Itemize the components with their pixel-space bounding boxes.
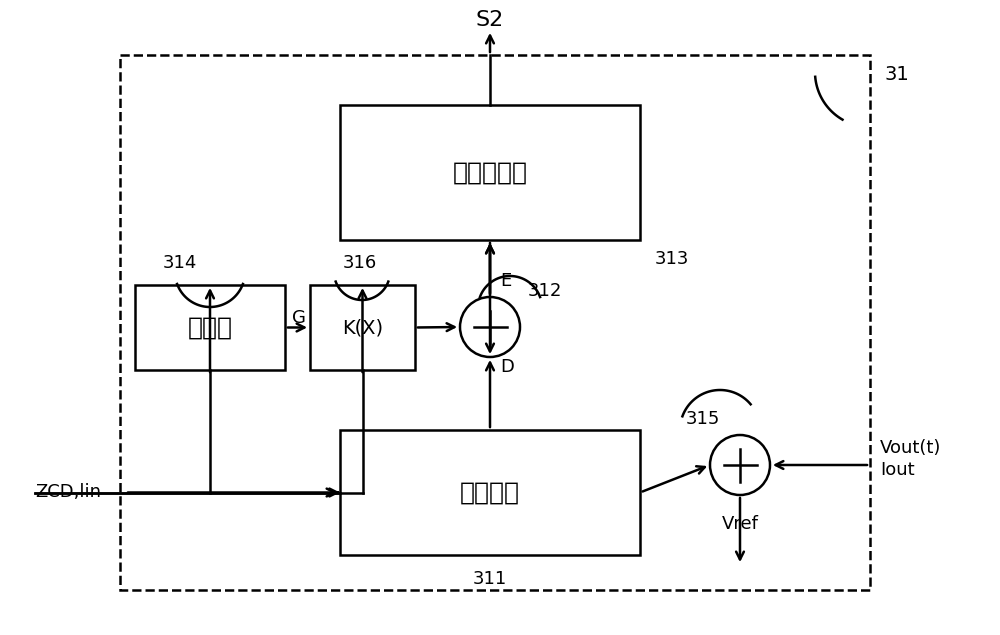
Text: 对照表: 对照表: [188, 316, 232, 340]
Text: 脉宽调变器: 脉宽调变器: [452, 161, 528, 185]
Text: 311: 311: [473, 570, 507, 588]
Bar: [340, 430, 640, 555]
Bar: [135, 285, 285, 370]
Text: 31: 31: [885, 65, 910, 84]
Text: 312: 312: [528, 282, 562, 300]
Text: Vref: Vref: [722, 515, 758, 533]
Text: ZCD,lin: ZCD,lin: [35, 483, 101, 501]
Circle shape: [710, 435, 770, 495]
Text: 315: 315: [686, 410, 720, 428]
Text: 314: 314: [163, 254, 197, 272]
Text: G: G: [292, 309, 306, 327]
Text: 316: 316: [343, 254, 377, 272]
Text: S2: S2: [476, 10, 504, 30]
Text: K(X): K(X): [342, 318, 383, 337]
Text: E: E: [500, 272, 511, 290]
Bar: [120, 55, 870, 590]
Text: 313: 313: [655, 250, 689, 268]
Text: Vout(t): Vout(t): [880, 439, 941, 457]
Circle shape: [460, 297, 520, 357]
Bar: [340, 105, 640, 240]
Text: Iout: Iout: [880, 461, 915, 479]
Text: 控制单元: 控制单元: [460, 481, 520, 504]
Text: D: D: [500, 358, 514, 376]
Bar: [310, 285, 415, 370]
